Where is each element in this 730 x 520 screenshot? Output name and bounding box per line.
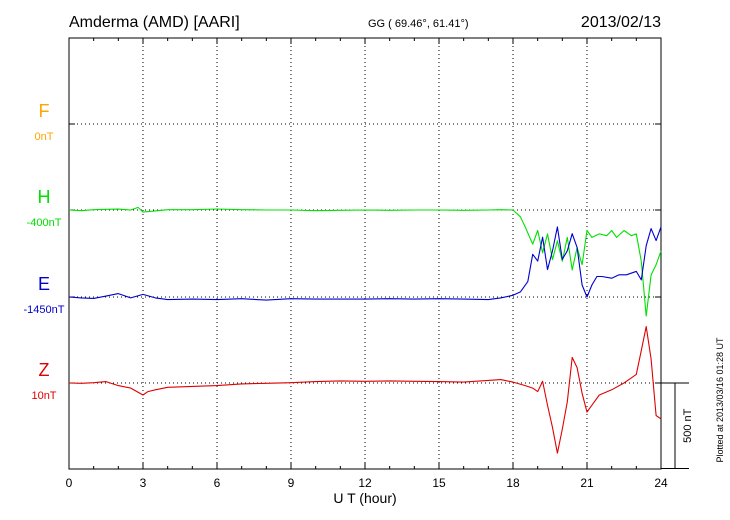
x-tick-label: 12: [358, 476, 372, 490]
series-baseline-f: 0nT: [35, 131, 54, 143]
x-tick-label: 3: [140, 476, 147, 490]
series-lines: [68, 206, 662, 454]
scale-bar: 500 nT: [661, 382, 694, 469]
series-baseline-z: 10nT: [31, 390, 56, 402]
grid: [69, 38, 661, 469]
plotted-timestamp: Plotted at 2013/03/16 01:28 UT: [715, 337, 725, 463]
x-axis-label: U T (hour): [333, 490, 396, 506]
series-name-e: E: [38, 274, 50, 294]
coordinates: GG ( 69.46°, 61.41°): [368, 18, 469, 30]
scale-bar-label: 500 nT: [682, 408, 694, 443]
series-labels: F 0nT H -400nT E -1450nT Z 10nT: [24, 101, 65, 402]
series-name-h: H: [38, 187, 51, 207]
series-baseline-h: -400nT: [27, 217, 62, 229]
x-tick-label: 9: [288, 476, 295, 490]
series-baseline-e: -1450nT: [24, 304, 65, 316]
series-line-e: [68, 226, 662, 301]
series-line-h: [68, 206, 662, 317]
series-line-z: [68, 326, 662, 454]
x-tick-label: 0: [66, 476, 73, 490]
station-title: Amderma (AMD) [AARI]: [69, 14, 240, 31]
x-tick-label: 6: [214, 476, 221, 490]
x-tick-label: 15: [432, 476, 446, 490]
date: 2013/02/13: [581, 14, 661, 31]
x-tick-label: 18: [506, 476, 520, 490]
series-name-z: Z: [39, 360, 50, 380]
series-name-f: F: [39, 101, 50, 121]
x-tick-label: 24: [654, 476, 668, 490]
x-axis-ticks: 0 3 6 9 12 15 18 21 24: [66, 38, 668, 490]
x-tick-label: 21: [580, 476, 594, 490]
